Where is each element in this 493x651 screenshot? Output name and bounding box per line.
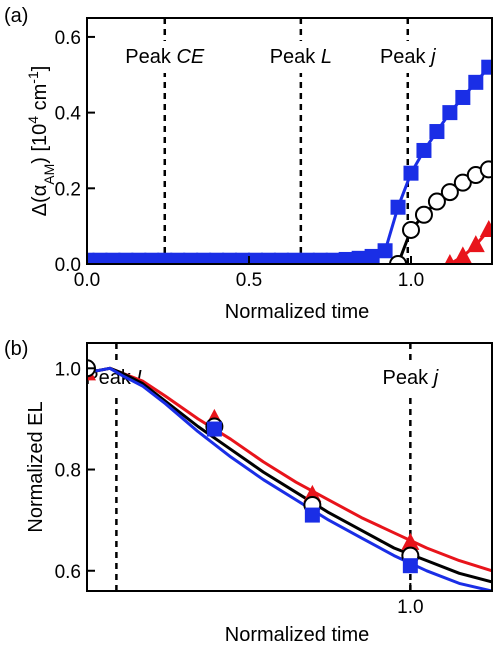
y-tick-label: 0.8	[55, 461, 81, 482]
data-point-square	[170, 252, 186, 264]
data-point-triangle	[466, 235, 485, 253]
series-line	[87, 366, 492, 573]
data-point-square	[390, 199, 406, 215]
data-point-square	[206, 421, 222, 437]
peak-annotation: Peak CE	[125, 46, 205, 68]
data-point-circle	[414, 205, 433, 224]
x-tick-label: 1.0	[397, 597, 423, 618]
data-point-square	[402, 558, 418, 574]
data-point-square	[222, 252, 238, 264]
data-point-circle	[402, 220, 420, 239]
data-point-triangle	[444, 254, 456, 264]
annotation-bg	[266, 46, 335, 68]
data-point-square	[105, 252, 121, 264]
x-tick-label: 0.5	[236, 270, 262, 291]
panel-a-plot-area	[87, 59, 492, 264]
data-point-square	[299, 252, 315, 264]
peak-annotation: Peak j	[380, 46, 436, 68]
x-tick-label: 0.0	[74, 270, 100, 291]
panel-a-x-axis-title: Normalized time	[225, 301, 369, 323]
data-point-square	[481, 59, 492, 75]
data-point-square	[312, 252, 328, 264]
panel-b-plot-area	[87, 359, 492, 591]
data-point-square	[87, 252, 95, 264]
panel-a-annotations: Peak CE Peak L Peak j	[122, 18, 440, 264]
data-point-square	[183, 252, 199, 264]
data-point-square	[273, 252, 289, 264]
data-point-circle	[453, 173, 472, 192]
panel-a-ticks: 0.0 0.5 1.0 0.0 0.2 0.4 0.6	[55, 28, 425, 291]
panel-b-ticks: 1.0 0.6 0.8 1.0	[55, 359, 424, 618]
data-point-square	[235, 252, 251, 264]
panel-a-frame	[86, 17, 493, 265]
y-tick-label: 0.6	[55, 28, 81, 49]
data-point-square	[416, 142, 432, 158]
data-point-square	[468, 74, 484, 90]
annotation-bg	[82, 367, 151, 389]
data-point-square	[325, 252, 341, 264]
data-point-square	[338, 251, 354, 264]
panel-b-frame	[86, 342, 493, 592]
y-tick-label: 0.0	[55, 255, 81, 276]
x-tick-label: 1.0	[398, 270, 424, 291]
peak-annotation: Peak L	[270, 46, 332, 68]
data-point-triangle	[479, 219, 492, 237]
data-point-square	[144, 252, 160, 264]
panel-b-y-axis-title: Normalized EL	[25, 401, 47, 532]
data-point-square	[429, 124, 445, 140]
y-tick-label: 0.2	[55, 179, 81, 200]
data-point-square	[304, 507, 320, 523]
data-point-square	[364, 248, 380, 264]
panel-b: (b) Peak L Peak j 1.00.60.81.0 Normalized…	[4, 338, 493, 646]
data-point-square	[247, 252, 263, 264]
data-point-square	[196, 252, 212, 264]
data-point-square	[209, 252, 225, 264]
data-point-square	[118, 252, 134, 264]
data-point-square	[377, 243, 393, 259]
data-point-square	[131, 252, 147, 264]
panel-a-y-axis-title: Δ(αAM) [104 cm-1]	[25, 66, 57, 217]
panel-b-label: (b)	[4, 338, 28, 360]
data-point-square	[260, 252, 276, 264]
data-point-square	[157, 252, 173, 264]
y-tick-label: 0.6	[55, 562, 81, 583]
annotation-bg	[122, 46, 208, 68]
annotation-bg	[376, 46, 440, 68]
data-point-square	[92, 252, 108, 264]
data-point-circle	[427, 192, 446, 211]
y-tick-label: 1.0	[55, 359, 81, 380]
data-point-square	[351, 250, 367, 264]
data-point-square	[403, 165, 419, 181]
data-point-circle	[479, 160, 492, 179]
peak-annotation: Peak j	[383, 367, 439, 389]
data-point-square	[455, 89, 471, 105]
data-point-triangle	[401, 532, 420, 550]
data-point-triangle	[453, 246, 472, 264]
panel-a: (a) Peak CE Peak L Peak j 0.0 0.5 1.00.00.20…	[4, 5, 493, 323]
series-line	[87, 66, 490, 262]
y-tick-label: 0.4	[55, 104, 82, 125]
data-point-circle	[440, 183, 459, 202]
annotation-bg	[379, 367, 442, 389]
panel-b-x-axis-title: Normalized time	[225, 624, 369, 646]
data-point-square	[286, 252, 302, 264]
panel-a-label: (a)	[4, 5, 28, 27]
data-point-circle	[389, 255, 408, 264]
data-point-square	[442, 105, 458, 121]
